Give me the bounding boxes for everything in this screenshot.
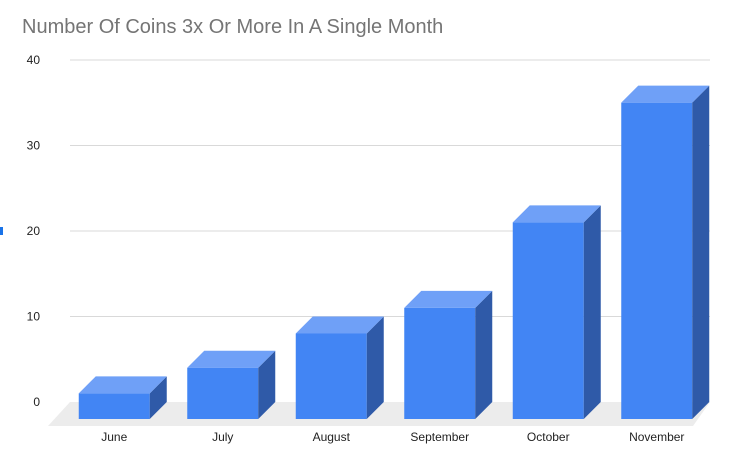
bar-front — [78, 393, 150, 419]
bar-front — [512, 222, 584, 419]
x-tick-label: June — [101, 430, 127, 444]
bar-top — [78, 376, 167, 394]
bar-side — [149, 376, 167, 419]
bar-side — [475, 290, 493, 419]
x-tick-label: October — [527, 430, 570, 444]
bar-front — [295, 333, 367, 419]
bar-top — [512, 205, 601, 223]
y-tick-label: 20 — [27, 224, 41, 238]
side-marker — [0, 227, 3, 235]
bar — [512, 205, 601, 419]
bar-side — [583, 205, 601, 419]
bar — [404, 290, 493, 419]
y-axis-ticks: 0 10 20 30 40 — [27, 53, 41, 409]
x-tick-label: November — [629, 430, 684, 444]
bar — [187, 350, 276, 419]
bar — [621, 85, 710, 420]
bar-front — [621, 102, 693, 420]
bar — [295, 316, 384, 419]
x-axis-ticks: June July August September October November — [101, 430, 684, 444]
bar-top — [187, 350, 276, 368]
y-tick-label: 0 — [33, 395, 40, 409]
bar — [78, 376, 167, 419]
bar-side — [366, 316, 384, 419]
bar-front — [404, 307, 476, 419]
bar-top — [404, 290, 493, 308]
bar-front — [187, 367, 259, 419]
bars — [78, 85, 710, 420]
y-tick-label: 10 — [27, 310, 41, 324]
bar-top — [621, 85, 710, 103]
x-tick-label: August — [313, 430, 351, 444]
x-tick-label: July — [212, 430, 233, 444]
bar-side — [692, 85, 710, 420]
gridlines — [70, 59, 710, 317]
y-tick-label: 30 — [27, 139, 41, 153]
y-tick-label: 40 — [27, 53, 41, 67]
chart-title: Number Of Coins 3x Or More In A Single M… — [22, 16, 444, 38]
bar-side — [258, 350, 276, 419]
x-tick-label: September — [410, 430, 469, 444]
bar-top — [295, 316, 384, 334]
